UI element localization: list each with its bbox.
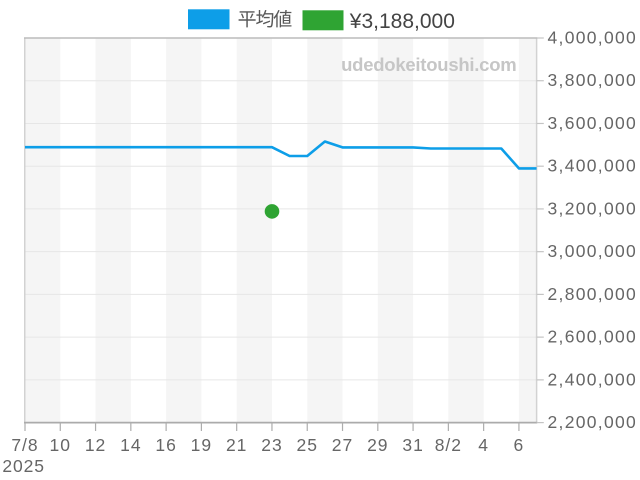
svg-text:27: 27 <box>332 435 353 455</box>
svg-text:2,400,000: 2,400,000 <box>548 369 638 389</box>
svg-text:4,000,000: 4,000,000 <box>548 27 638 47</box>
svg-text:14: 14 <box>120 435 141 455</box>
svg-text:7/8: 7/8 <box>11 435 38 455</box>
svg-text:3,400,000: 3,400,000 <box>548 156 638 176</box>
svg-text:23: 23 <box>261 435 282 455</box>
svg-text:25: 25 <box>297 435 318 455</box>
svg-text:3,800,000: 3,800,000 <box>548 70 638 90</box>
svg-text:8/2: 8/2 <box>435 435 462 455</box>
svg-text:6: 6 <box>514 435 525 455</box>
svg-text:21: 21 <box>226 435 247 455</box>
svg-text:31: 31 <box>402 435 423 455</box>
svg-text:16: 16 <box>155 435 176 455</box>
svg-text:2,600,000: 2,600,000 <box>548 327 638 347</box>
svg-text:3,200,000: 3,200,000 <box>548 198 638 218</box>
svg-text:3,600,000: 3,600,000 <box>548 113 638 133</box>
svg-text:19: 19 <box>191 435 212 455</box>
svg-text:3,000,000: 3,000,000 <box>548 241 638 261</box>
svg-text:10: 10 <box>50 435 71 455</box>
svg-text:29: 29 <box>367 435 388 455</box>
svg-text:4: 4 <box>478 435 489 455</box>
svg-text:udedokeitoushi.com: udedokeitoushi.com <box>341 54 516 75</box>
svg-text:2,200,000: 2,200,000 <box>548 412 638 432</box>
svg-text:¥3,188,000: ¥3,188,000 <box>349 10 455 33</box>
svg-text:12: 12 <box>85 435 106 455</box>
svg-text:2025: 2025 <box>2 456 45 476</box>
svg-text:2,800,000: 2,800,000 <box>548 284 638 304</box>
